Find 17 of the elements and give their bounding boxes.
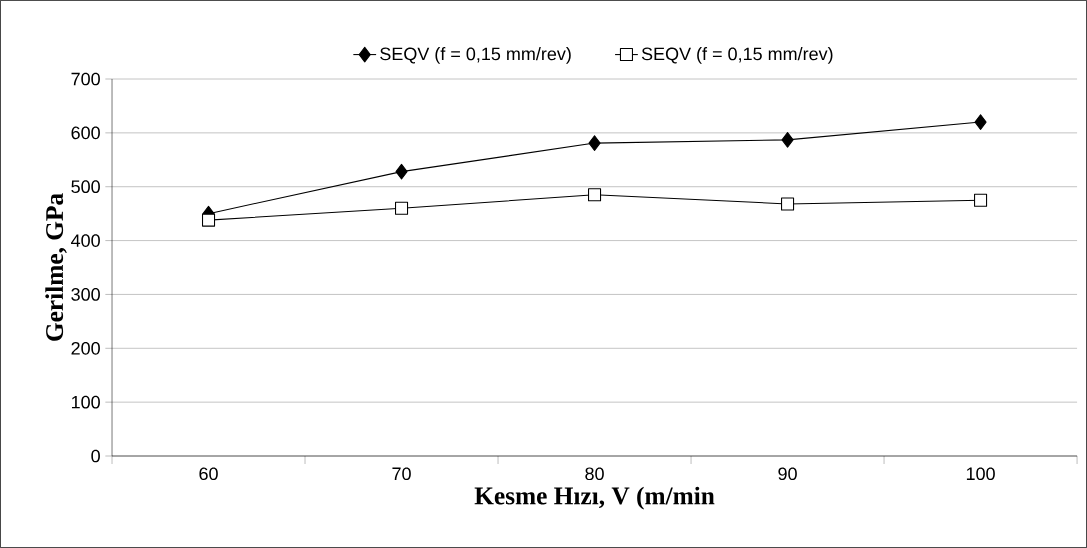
y-tick-label: 600: [71, 126, 100, 140]
x-tick-label: 90: [778, 467, 797, 481]
x-tick-label: 70: [392, 467, 411, 481]
x-axis-title: Kesme Hızı, V (m/min: [474, 486, 715, 510]
y-tick-label: 200: [71, 341, 100, 355]
x-tick-label: 100: [966, 467, 995, 481]
y-tick-label: 500: [71, 180, 100, 194]
x-tick-label: 80: [585, 467, 604, 481]
y-axis-title: Gerilme, GPa: [45, 193, 67, 341]
y-tick-label: 0: [91, 449, 100, 463]
y-tick-label: 700: [71, 72, 100, 86]
x-tick-label: 60: [199, 467, 218, 481]
y-tick-label: 400: [71, 234, 100, 247]
y-tick-label: 300: [71, 288, 100, 301]
legend-label: SEQV (f = 0,15 mm/rev): [641, 47, 833, 64]
y-tick-label: 100: [71, 395, 100, 409]
legend-label: SEQV (f = 0,15 mm/rev): [380, 47, 571, 64]
